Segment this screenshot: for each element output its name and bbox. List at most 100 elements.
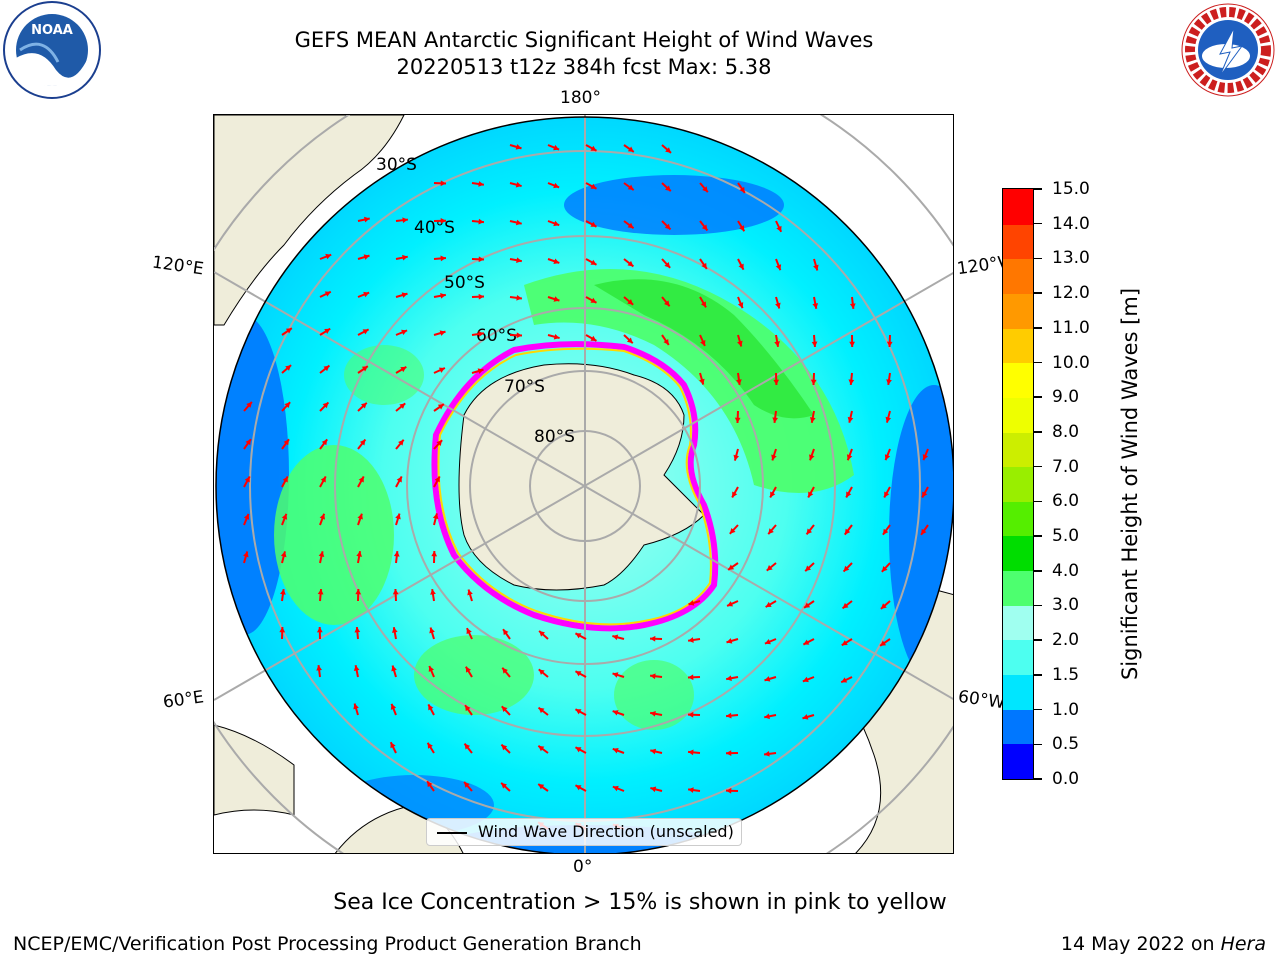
wave-vector-head xyxy=(396,476,402,483)
lon-label-180: 180° xyxy=(560,88,601,108)
colorbar-tick xyxy=(1034,361,1042,364)
wave-vector-head xyxy=(516,294,522,301)
colorbar-segment xyxy=(1003,674,1033,710)
colorbar-segment xyxy=(1003,189,1033,225)
wave-vector-head xyxy=(803,639,810,645)
wave-vector-head xyxy=(285,365,292,371)
wave-vector-head xyxy=(390,742,396,749)
wave-vector-head xyxy=(612,634,619,641)
wave-vector-head xyxy=(363,254,370,260)
wave-vector-head xyxy=(590,335,597,341)
colorbar-tick xyxy=(1034,778,1042,780)
wave-vector-head xyxy=(612,710,619,716)
wave-vector-head xyxy=(664,185,671,192)
wave-vector-head xyxy=(627,260,634,267)
wave-vector-head xyxy=(650,748,657,755)
wave-vector-head xyxy=(732,491,738,498)
colorbar-tick xyxy=(1034,743,1042,746)
wave-vector-head xyxy=(627,146,634,152)
wave-vector-head xyxy=(765,601,772,608)
wave-vector-head xyxy=(281,513,288,520)
lat-label-80s: 80°S xyxy=(534,427,575,447)
wave-vector-head xyxy=(701,224,708,231)
wave-vector-head xyxy=(395,513,401,520)
map-legend: Wind Wave Direction (unscaled) xyxy=(426,818,742,846)
colorbar-tick-label: 0.0 xyxy=(1052,769,1080,789)
wave-vector-head xyxy=(764,676,771,682)
wave-vector-head xyxy=(700,339,706,346)
colorbar-tick xyxy=(1034,188,1042,190)
wave-vector-head xyxy=(650,710,656,717)
wave-vector-head xyxy=(478,218,484,225)
colorbar-tick-label: 8.0 xyxy=(1052,421,1080,442)
wave-vector-head xyxy=(465,666,472,673)
wave-vector-head xyxy=(737,302,744,309)
wave-vector-head xyxy=(321,439,328,446)
wave-vector-head xyxy=(776,225,782,232)
wave-vector-head xyxy=(802,676,809,683)
wave-vector-head xyxy=(324,291,331,297)
wave-vector-head xyxy=(440,218,446,224)
wave-vector-head xyxy=(501,744,508,751)
wave-vector-head xyxy=(283,439,289,446)
wave-vector-head xyxy=(246,401,252,408)
wave-vector-head xyxy=(553,333,560,340)
wave-vector-head xyxy=(729,527,736,534)
wave-vector-head xyxy=(884,491,890,498)
colorbar-tick-label: 3.0 xyxy=(1052,595,1080,616)
wave-vector-head xyxy=(590,297,597,303)
wave-vector-head xyxy=(764,638,771,645)
colorbar-segment xyxy=(1003,501,1033,537)
wave-vector-head xyxy=(764,750,770,757)
wave-vector-head xyxy=(398,439,404,446)
wind-wave-vectors xyxy=(243,144,929,830)
wave-vector-head xyxy=(393,551,400,557)
footer-branch: NCEP/EMC/Verification Post Processing Pr… xyxy=(13,933,642,955)
wave-vector-head xyxy=(812,303,819,309)
wave-vector-head xyxy=(515,144,522,150)
colorbar-segment xyxy=(1003,258,1033,294)
wave-vector-head xyxy=(733,454,740,461)
wave-vector-head xyxy=(436,440,443,446)
colorbar-tick-label: 5.0 xyxy=(1052,526,1080,547)
wave-vector-head xyxy=(285,328,292,334)
wave-vector-head xyxy=(842,602,849,609)
colorbar-segment xyxy=(1003,709,1033,745)
wave-vector-head xyxy=(846,454,853,461)
colorbar-segment xyxy=(1003,570,1033,606)
wave-vector-head xyxy=(688,600,695,606)
sea-ice-note: Sea Ice Concentration > 15% is shown in … xyxy=(333,890,947,915)
wave-vector-head xyxy=(884,454,891,461)
wave-vector-head xyxy=(245,439,251,446)
wave-vector-head xyxy=(848,379,855,385)
footer-date: 14 May 2022 on Hera xyxy=(1061,933,1266,955)
wave-vector-head xyxy=(478,293,484,300)
wave-vector-head xyxy=(882,528,889,535)
wave-vector-head xyxy=(516,257,522,264)
wave-vector-head xyxy=(279,627,286,633)
wave-vector-head xyxy=(464,781,470,788)
legend-label: Wind Wave Direction (unscaled) xyxy=(478,822,734,841)
wave-vector-head xyxy=(843,565,850,572)
wave-vector-head xyxy=(353,665,360,671)
wave-vector-head xyxy=(663,338,669,345)
wave-vector-head xyxy=(402,254,408,261)
wave-vector-head xyxy=(921,528,927,535)
wave-vector-head xyxy=(440,180,446,187)
wave-vector-head xyxy=(353,703,359,710)
wave-vector-head xyxy=(284,402,291,408)
wave-vector-head xyxy=(427,742,433,749)
wave-vector-head xyxy=(431,551,438,557)
colorbar-tick-label: 10.0 xyxy=(1052,352,1090,373)
wave-vector-head xyxy=(465,705,471,712)
wave-vector-head xyxy=(502,667,508,674)
wave-vector-head xyxy=(726,712,732,719)
colorbar-tick xyxy=(1034,431,1042,433)
wave-vector-head xyxy=(575,633,582,639)
wave-vector-head xyxy=(811,341,818,347)
colorbar-tick xyxy=(1034,257,1042,260)
wave-vector-head xyxy=(477,368,484,374)
wave-vector-head xyxy=(437,404,444,410)
wave-vector-head xyxy=(770,491,776,498)
wave-vector-head xyxy=(664,300,670,307)
